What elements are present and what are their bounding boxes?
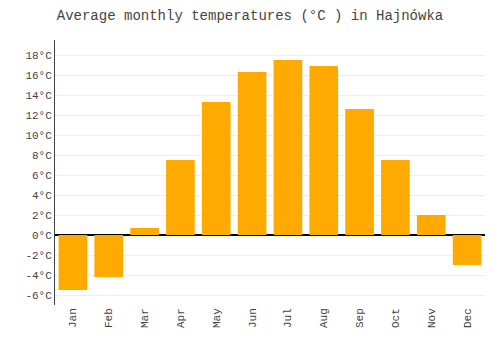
svg-text:10°C: 10°C	[25, 130, 52, 142]
svg-text:Average monthly temperatures (: Average monthly temperatures (°C ) in Ha…	[57, 8, 443, 24]
svg-text:0°C: 0°C	[32, 230, 52, 242]
svg-text:4°C: 4°C	[32, 190, 52, 202]
svg-text:2°C: 2°C	[32, 210, 52, 222]
svg-text:Oct: Oct	[390, 308, 402, 328]
svg-text:14°C: 14°C	[25, 90, 52, 102]
svg-text:6°C: 6°C	[32, 170, 52, 182]
svg-text:Jul: Jul	[282, 308, 294, 328]
svg-text:Nov: Nov	[426, 308, 438, 328]
svg-text:Dec: Dec	[462, 308, 474, 328]
svg-text:Aug: Aug	[318, 308, 330, 328]
svg-text:-2°C: -2°C	[25, 250, 52, 262]
svg-text:Mar: Mar	[139, 308, 151, 328]
svg-text:12°C: 12°C	[25, 110, 52, 122]
svg-text:Jan: Jan	[67, 308, 79, 328]
svg-text:Feb: Feb	[103, 308, 115, 328]
svg-text:-4°C: -4°C	[25, 270, 52, 282]
svg-text:18°C: 18°C	[25, 50, 52, 62]
svg-text:-6°C: -6°C	[25, 290, 52, 302]
svg-text:16°C: 16°C	[25, 70, 52, 82]
svg-text:Apr: Apr	[175, 308, 187, 328]
svg-text:May: May	[211, 308, 223, 328]
svg-text:Jun: Jun	[247, 308, 259, 328]
svg-text:Sep: Sep	[354, 308, 366, 328]
svg-text:8°C: 8°C	[32, 150, 52, 162]
